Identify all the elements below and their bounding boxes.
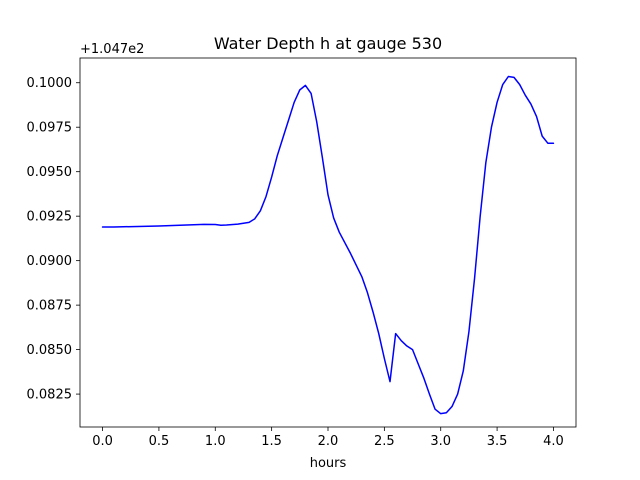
series-line-0 [101, 75, 555, 415]
x-tick-label: 0.5 [149, 434, 170, 449]
y-tick-label: 0.0950 [27, 165, 73, 180]
y-tick-label: 0.1000 [27, 76, 73, 91]
x-tick-label: 2.0 [318, 434, 339, 449]
x-tick-label: 4.0 [543, 434, 564, 449]
x-tick-label: 0.0 [92, 434, 113, 449]
y-offset-label: +1.047e2 [80, 42, 144, 57]
y-tick-label: 0.0925 [27, 210, 73, 225]
x-tick-label: 3.0 [430, 434, 451, 449]
y-tick-label: 0.0875 [27, 299, 73, 314]
x-tick-label: 3.5 [487, 434, 508, 449]
x-axis-label: hours [310, 456, 347, 471]
plot-area: 0.0 0.5 1.0 1.5 2.0 2.5 3.0 3.5 4.0 0.0825 0.0850 0… [27, 57, 577, 449]
chart-title: Water Depth h at gauge 530 [214, 34, 442, 53]
y-tick-label: 0.0975 [27, 121, 73, 136]
y-tick-label: 0.0850 [27, 343, 73, 358]
x-tick-label: 2.5 [374, 434, 395, 449]
x-tick-label: 1.5 [261, 434, 282, 449]
x-tick-label: 1.0 [205, 434, 226, 449]
y-tick-label: 0.0900 [27, 254, 73, 269]
y-tick-label: 0.0825 [27, 388, 73, 403]
